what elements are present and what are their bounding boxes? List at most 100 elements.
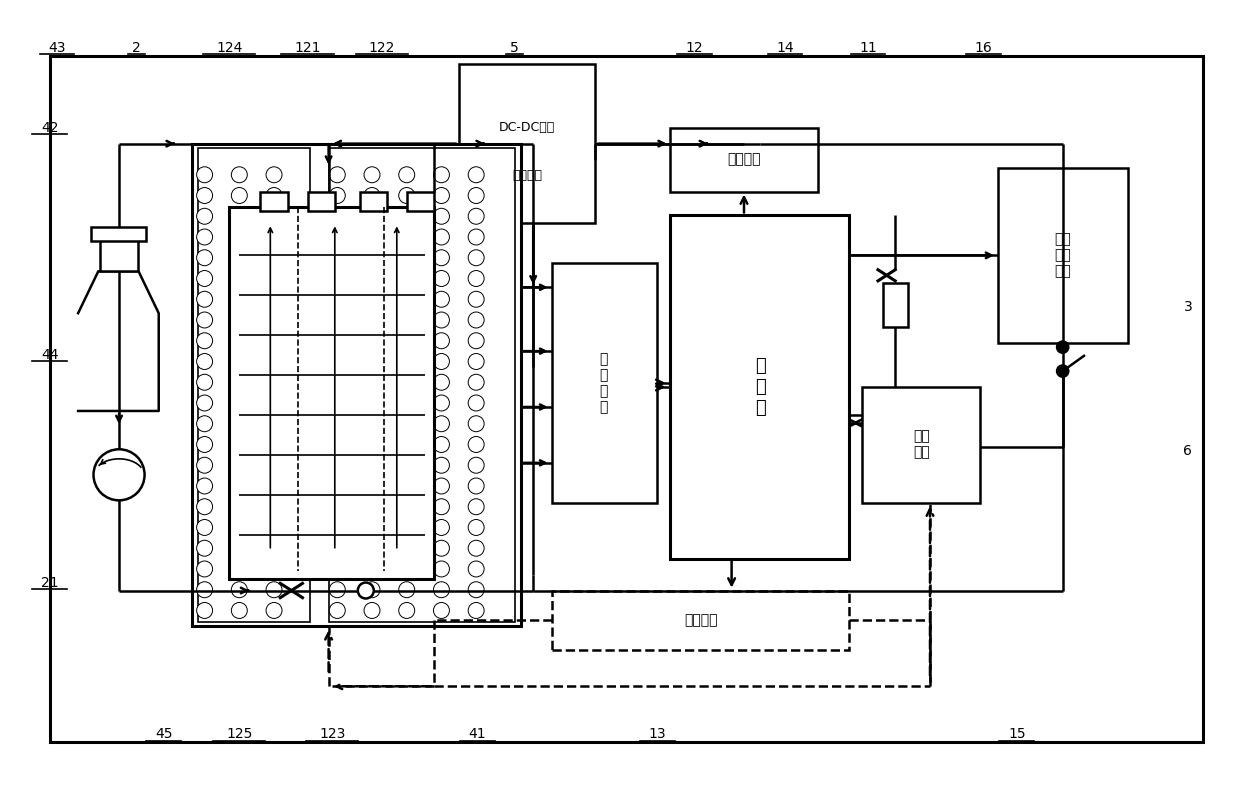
- Text: 44: 44: [41, 348, 58, 362]
- Circle shape: [469, 499, 484, 515]
- Text: 45: 45: [155, 727, 172, 741]
- Circle shape: [399, 229, 414, 245]
- Circle shape: [365, 499, 379, 515]
- Circle shape: [365, 540, 379, 556]
- Circle shape: [267, 229, 281, 245]
- Circle shape: [434, 271, 449, 286]
- Circle shape: [399, 208, 414, 224]
- Text: 指令模块: 指令模块: [683, 613, 718, 627]
- Circle shape: [197, 271, 212, 286]
- Text: 14: 14: [776, 41, 794, 55]
- Circle shape: [267, 602, 281, 618]
- Circle shape: [267, 271, 281, 286]
- Circle shape: [399, 167, 414, 183]
- Circle shape: [232, 457, 247, 473]
- Circle shape: [469, 395, 484, 411]
- Circle shape: [469, 208, 484, 224]
- Circle shape: [365, 561, 379, 577]
- Circle shape: [399, 312, 414, 328]
- Circle shape: [232, 561, 247, 577]
- Circle shape: [399, 250, 414, 266]
- Circle shape: [434, 250, 449, 266]
- Bar: [308, 192, 335, 211]
- Circle shape: [232, 333, 247, 349]
- Circle shape: [197, 478, 212, 494]
- Circle shape: [232, 250, 247, 266]
- Circle shape: [399, 499, 414, 515]
- Circle shape: [365, 167, 379, 183]
- Circle shape: [469, 582, 484, 598]
- Bar: [670, 215, 849, 559]
- Circle shape: [434, 416, 449, 432]
- Circle shape: [469, 188, 484, 203]
- Circle shape: [365, 582, 379, 598]
- Circle shape: [197, 499, 212, 515]
- Text: 42: 42: [41, 120, 58, 135]
- Circle shape: [232, 271, 247, 286]
- Bar: [552, 263, 657, 503]
- Circle shape: [232, 374, 247, 390]
- Circle shape: [399, 416, 414, 432]
- Circle shape: [399, 540, 414, 556]
- Circle shape: [399, 582, 414, 598]
- Circle shape: [330, 561, 345, 577]
- Circle shape: [197, 188, 212, 203]
- Circle shape: [197, 395, 212, 411]
- Circle shape: [267, 354, 281, 369]
- Circle shape: [197, 208, 212, 224]
- Circle shape: [330, 229, 345, 245]
- Circle shape: [434, 354, 449, 369]
- Circle shape: [267, 416, 281, 432]
- Circle shape: [434, 291, 449, 307]
- Text: 显示模块: 显示模块: [727, 152, 761, 167]
- Circle shape: [365, 374, 379, 390]
- Circle shape: [365, 208, 379, 224]
- Text: 16: 16: [975, 41, 992, 55]
- Circle shape: [434, 374, 449, 390]
- Circle shape: [330, 354, 345, 369]
- Circle shape: [232, 229, 247, 245]
- Circle shape: [267, 582, 281, 598]
- Circle shape: [399, 437, 414, 452]
- Circle shape: [267, 374, 281, 390]
- Circle shape: [197, 457, 212, 473]
- Circle shape: [434, 499, 449, 515]
- Text: 41: 41: [469, 727, 486, 741]
- Circle shape: [232, 519, 247, 535]
- Circle shape: [197, 437, 212, 452]
- Circle shape: [365, 437, 379, 452]
- Circle shape: [1056, 342, 1069, 353]
- Circle shape: [358, 583, 373, 598]
- Circle shape: [197, 354, 212, 369]
- Circle shape: [267, 457, 281, 473]
- Circle shape: [197, 250, 212, 266]
- Text: 通讯
模块: 通讯 模块: [913, 429, 930, 460]
- Circle shape: [330, 271, 345, 286]
- Circle shape: [365, 519, 379, 535]
- Text: 11: 11: [859, 41, 877, 55]
- Text: 3: 3: [1183, 300, 1193, 314]
- Circle shape: [330, 457, 345, 473]
- Circle shape: [330, 167, 345, 183]
- Circle shape: [197, 582, 212, 598]
- Circle shape: [365, 395, 379, 411]
- Bar: [198, 148, 310, 622]
- Circle shape: [197, 229, 212, 245]
- Circle shape: [434, 540, 449, 556]
- Circle shape: [434, 582, 449, 598]
- Circle shape: [434, 167, 449, 183]
- Circle shape: [434, 561, 449, 577]
- Circle shape: [469, 540, 484, 556]
- Circle shape: [232, 540, 247, 556]
- Circle shape: [434, 457, 449, 473]
- Bar: [50, 56, 1203, 742]
- Bar: [883, 283, 908, 327]
- Bar: [260, 192, 288, 211]
- Text: 采
集
模
块: 采 集 模 块: [600, 352, 608, 414]
- Bar: [360, 192, 387, 211]
- Circle shape: [434, 312, 449, 328]
- Bar: [670, 128, 818, 192]
- Circle shape: [399, 333, 414, 349]
- Circle shape: [365, 354, 379, 369]
- Circle shape: [399, 602, 414, 618]
